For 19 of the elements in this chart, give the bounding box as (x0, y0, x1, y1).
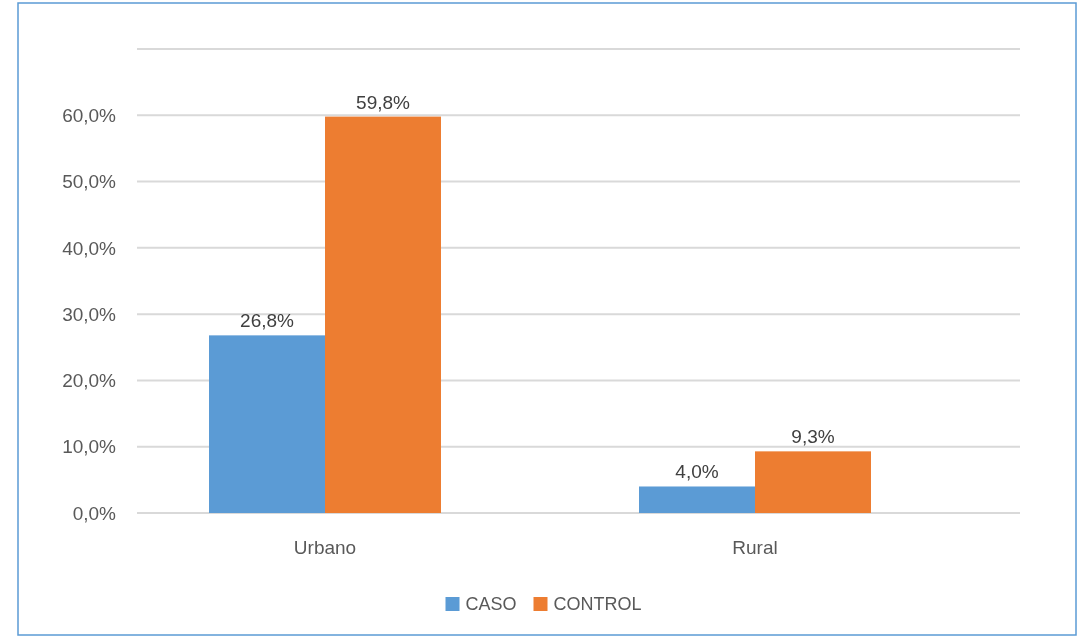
x-tick-label: Rural (732, 537, 778, 558)
y-tick-label: 40,0% (62, 237, 117, 259)
legend-label: CONTROL (553, 594, 642, 615)
bar (755, 451, 871, 513)
y-tick-label: 10,0% (62, 436, 117, 458)
data-label: 4,0% (675, 461, 719, 483)
y-tick-label: 30,0% (62, 303, 117, 325)
data-label: 9,3% (791, 426, 835, 448)
bar (639, 486, 755, 513)
y-tick-label: 50,0% (62, 171, 117, 193)
data-label: 26,8% (240, 310, 295, 332)
y-tick-label: 20,0% (62, 370, 117, 392)
x-tick-label: Urbano (293, 537, 357, 558)
y-tick-label: 0,0% (72, 502, 117, 524)
legend-label: CASO (465, 594, 517, 615)
y-tick-label: 60,0% (62, 104, 117, 126)
bar (209, 335, 325, 513)
data-label: 59,8% (356, 91, 411, 113)
bar (325, 116, 441, 513)
